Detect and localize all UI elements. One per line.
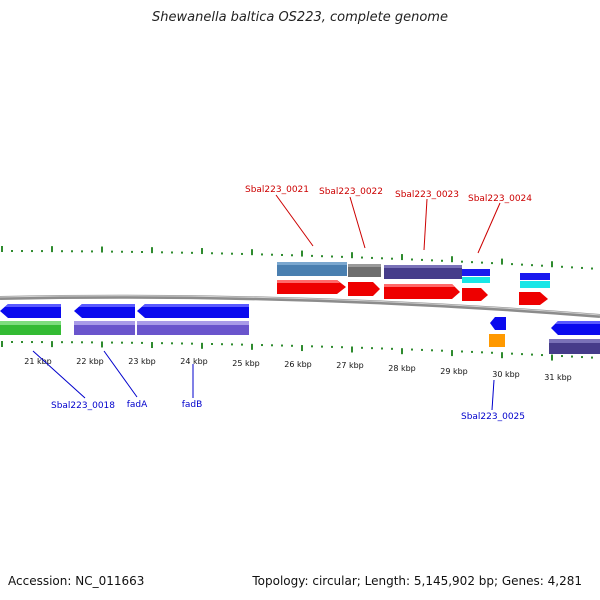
gene-arrow-sbal223-0022[interactable] [348, 282, 380, 296]
upper-tick-row [1, 246, 593, 270]
kbp-label: 25 kbp [232, 359, 260, 368]
gene-label-sbal223-0025[interactable]: Sbal223_0025 [461, 412, 525, 422]
map-title: Shewanella baltica OS223, complete genom… [152, 10, 448, 25]
gene-feature-blue-small[interactable] [462, 269, 490, 276]
gene-feature-blue-small-2[interactable] [520, 273, 550, 280]
kbp-label: 31 kbp [544, 373, 572, 382]
gene-label-sbal223-0021[interactable]: Sbal223_0021 [245, 185, 309, 195]
gene-label-fada[interactable]: fadA [127, 400, 148, 410]
gene-feature-slate[interactable] [384, 265, 462, 279]
gene-label-sbal223-0022[interactable]: Sbal223_0022 [319, 187, 383, 197]
gene-feature-cyan-small[interactable] [462, 277, 490, 283]
gene-label-sbal223-0018[interactable]: Sbal223_0018 [51, 401, 115, 411]
gene-arrow-sbal223-0025[interactable] [490, 317, 506, 330]
gene-arrow-sbal223-0023[interactable] [384, 284, 460, 299]
upper-strand-genes [277, 262, 550, 305]
kbp-label: 30 kbp [492, 370, 520, 379]
gene-label-sbal223-0024[interactable]: Sbal223_0024 [468, 194, 532, 204]
kbp-label: 28 kbp [388, 364, 416, 373]
kbp-label: 21 kbp [24, 357, 52, 366]
gene-feature-orange[interactable] [489, 334, 505, 347]
bottom-leader-lines [32, 350, 495, 411]
top-gene-labels: Sbal223_0021 Sbal223_0022 Sbal223_0023 S… [245, 185, 532, 204]
kbp-label: 29 kbp [440, 367, 468, 376]
kbp-label: 22 kbp [76, 357, 104, 366]
top-leader-lines [275, 194, 501, 254]
lower-strand-genes [0, 304, 600, 354]
accession-text: Accession: NC_011663 [8, 574, 145, 588]
kbp-label: 27 kbp [336, 361, 364, 370]
gene-arrow-fada[interactable] [74, 304, 135, 318]
gene-label-fadb[interactable]: fadB [182, 400, 203, 410]
kbp-label: 23 kbp [128, 357, 156, 366]
gene-arrow-fadb[interactable] [137, 304, 249, 318]
gene-feature-steelblue[interactable] [277, 262, 347, 276]
kbp-label: 26 kbp [284, 360, 312, 369]
gene-arrow-sbal223-0018[interactable] [0, 304, 61, 318]
genome-summary-text: Topology: circular; Length: 5,145,902 bp… [252, 574, 582, 588]
gene-arrow-sbal223-0021[interactable] [277, 280, 346, 294]
gene-arrow-right-blue[interactable] [551, 321, 600, 335]
bottom-gene-labels: Sbal223_0018 fadA fadB Sbal223_0025 [51, 400, 525, 422]
genome-backbone [0, 294, 600, 318]
lower-tick-row [1, 341, 593, 361]
gene-arrow-sbal223-0024[interactable] [462, 288, 488, 301]
gene-feature-grey[interactable] [348, 264, 381, 277]
kbp-scale: 21 kbp 22 kbp 23 kbp 24 kbp 25 kbp 26 kb… [24, 357, 572, 382]
kbp-label: 24 kbp [180, 357, 208, 366]
gene-arrow-right-edge[interactable] [519, 292, 548, 305]
gene-feature-cyan-small-2[interactable] [520, 281, 550, 288]
gene-label-sbal223-0023[interactable]: Sbal223_0023 [395, 190, 459, 200]
